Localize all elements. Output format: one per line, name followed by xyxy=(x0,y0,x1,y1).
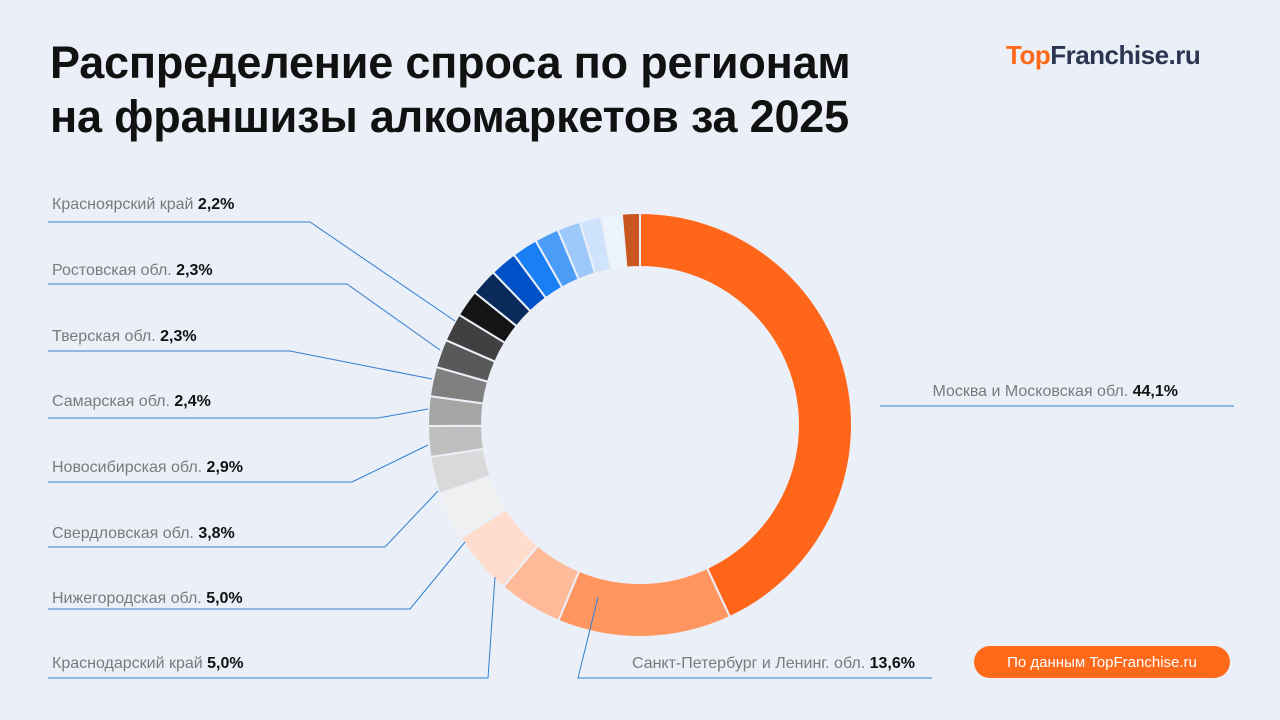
data-label-красноярский-край: Красноярский край 2,2% xyxy=(52,196,234,213)
data-label-самарская-обл: Самарская обл. 2,4% xyxy=(52,393,211,410)
leader-line-свердловская-обл xyxy=(48,490,439,548)
leader-line-красноярский-край xyxy=(48,221,456,322)
data-label-value: 2,4% xyxy=(174,393,210,410)
source-badge: По данным TopFranchise.ru xyxy=(974,646,1230,678)
slice-санкт-петербург-и-ленинг-обл xyxy=(557,566,732,638)
data-label-свердловская-обл: Свердловская обл. 3,8% xyxy=(52,525,235,542)
data-label-name: Красноярский край xyxy=(52,196,198,213)
data-label-value: 13,6% xyxy=(870,655,915,672)
leader-line-нижегородская-обл xyxy=(48,541,466,610)
chart-title-line-2: на франшизы алкомаркетов за 2025 xyxy=(50,91,849,142)
data-label-нижегородская-обл: Нижегородская обл. 5,0% xyxy=(52,590,243,607)
chart-title-line-1: Распределение спроса по регионам xyxy=(50,37,851,88)
logo-part-franchise: Franchise xyxy=(1050,40,1169,70)
data-label-name: Новосибирская обл. xyxy=(52,459,207,476)
data-label-name: Краснодарский край xyxy=(52,655,207,672)
chart-title: Распределение спроса по регионам на фран… xyxy=(50,36,851,144)
data-label-name: Нижегородская обл. xyxy=(52,590,206,607)
data-label-name: Москва и Московская обл. xyxy=(932,383,1132,400)
data-label-value: 2,2% xyxy=(198,196,234,213)
logo-part-top: Top xyxy=(1006,40,1051,70)
data-label-value: 3,8% xyxy=(198,525,234,542)
data-label-name: Санкт-Петербург и Ленинг. обл. xyxy=(632,655,870,672)
leader-line-санкт-петербург-и-ленинг-обл xyxy=(577,596,932,679)
slice-москва-и-московская-обл xyxy=(639,211,853,619)
data-label-value: 2,9% xyxy=(207,459,243,476)
data-label-ростовская-обл: Ростовская обл. 2,3% xyxy=(52,262,213,279)
data-label-value: 2,3% xyxy=(176,262,212,279)
data-label-москва-и-московская-обл: Москва и Московская обл. 44,1% xyxy=(932,383,1178,400)
leader-line-самарская-обл xyxy=(48,408,429,419)
data-label-краснодарский-край: Краснодарский край 5,0% xyxy=(52,655,244,672)
data-label-новосибирская-обл: Новосибирская обл. 2,9% xyxy=(52,459,243,476)
leader-line-новосибирская-обл xyxy=(48,444,429,483)
data-label-санкт-петербург-и-ленинг-обл: Санкт-Петербург и Ленинг. обл. 13,6% xyxy=(632,655,915,672)
data-label-value: 2,3% xyxy=(160,328,196,345)
data-label-name: Самарская обл. xyxy=(52,393,174,410)
data-label-value: 5,0% xyxy=(207,655,243,672)
topfranchise-logo: TopFranchise.ru xyxy=(1006,40,1201,71)
data-label-name: Свердловская обл. xyxy=(52,525,198,542)
leader-line-краснодарский-край xyxy=(48,576,496,679)
leader-line-тверская-обл xyxy=(48,350,433,380)
slice-unlabeled-19 xyxy=(620,211,641,269)
data-label-name: Ростовская обл. xyxy=(52,262,176,279)
data-label-тверская-обл: Тверская обл. 2,3% xyxy=(52,328,197,345)
data-label-name: Тверская обл. xyxy=(52,328,160,345)
data-label-value: 5,0% xyxy=(206,590,242,607)
data-label-value: 44,1% xyxy=(1133,383,1178,400)
logo-part-domain: .ru xyxy=(1168,40,1201,70)
leader-line-ростовская-обл xyxy=(48,283,441,351)
